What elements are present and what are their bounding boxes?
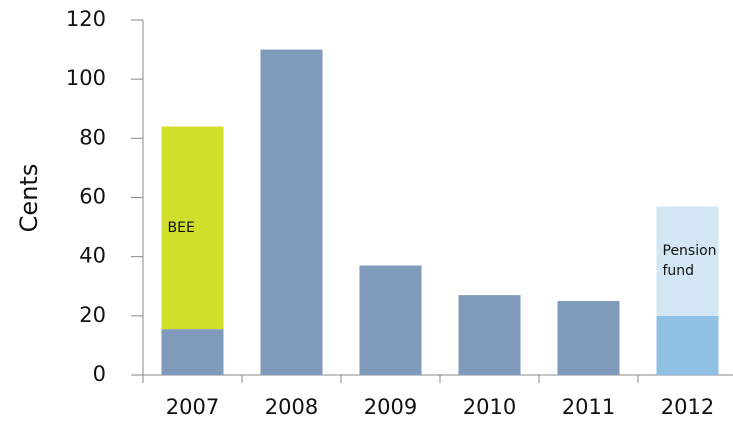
bar-segment	[359, 265, 422, 375]
bar-segment	[557, 301, 620, 375]
x-tick-label: 2010	[463, 395, 516, 419]
x-tick-label: 2008	[265, 395, 318, 419]
bar-segment	[656, 315, 719, 375]
y-tick-label: 40	[79, 244, 106, 268]
segment-label: BEE	[167, 219, 195, 236]
x-tick-label: 2011	[562, 395, 615, 419]
y-axis-label: Cents	[15, 164, 43, 233]
x-tick-label: 2012	[661, 395, 714, 419]
x-tick-label: 2007	[166, 395, 219, 419]
y-tick-label: 80	[79, 125, 106, 149]
bar-segment	[656, 206, 719, 316]
y-tick-label: 120	[66, 7, 106, 31]
bar-segment	[161, 329, 224, 375]
y-tick-label: 20	[79, 303, 106, 327]
bar-segment	[260, 49, 323, 375]
bar-segment	[161, 126, 224, 330]
segment-label: Pension fund	[662, 243, 717, 280]
bar-segment	[458, 295, 521, 375]
y-tick-label: 0	[93, 362, 106, 386]
x-tick-label: 2009	[364, 395, 417, 419]
y-tick-label: 100	[66, 66, 106, 90]
y-tick-label: 60	[79, 185, 106, 209]
